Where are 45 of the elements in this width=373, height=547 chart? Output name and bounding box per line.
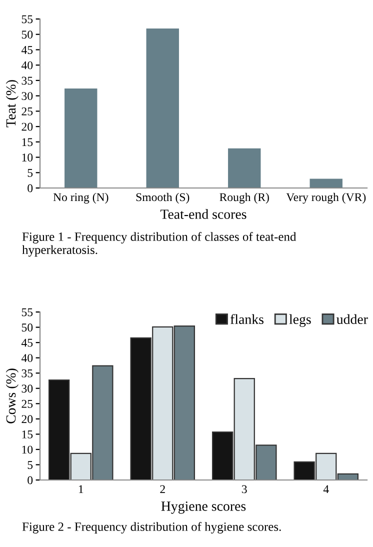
y-tick-label: 45 — [21, 46, 33, 54]
x-tick-label: 2 — [160, 485, 165, 494]
y-tick-label: 50 — [22, 324, 33, 332]
y-tick-label: 30 — [22, 384, 33, 393]
y-axis-title: Teat (%) — [6, 80, 18, 128]
caption: Figure 1 - Frequency distribution of classes of teat-end hyperkeratosis. — [22, 232, 296, 257]
x-tick-label: 4 — [323, 485, 329, 494]
x-axis-title: Teat-end scores — [160, 209, 246, 219]
y-tick-label: 5 — [28, 461, 33, 469]
y-tick-label: 15 — [22, 138, 33, 146]
y-tick-label: 45 — [21, 338, 33, 347]
y-axis-title: Cows (%) — [6, 368, 18, 424]
legend-label: flanks — [230, 314, 264, 324]
y-tick-label: 0 — [28, 184, 33, 192]
bar — [64, 88, 98, 188]
legend-label: legs — [289, 314, 311, 327]
x-tick-label: Rough (R) — [220, 192, 269, 204]
y-tick-label: 40 — [21, 354, 33, 362]
y-tick-label: 25 — [22, 400, 33, 408]
x-tick-label: 3 — [242, 485, 247, 494]
y-tick-label: 25 — [22, 107, 33, 116]
y-tick-label: 10 — [22, 154, 33, 162]
y-tick-label: 55 — [22, 308, 33, 316]
y-tick-label: 30 — [22, 92, 33, 100]
y-tick-label: 55 — [22, 15, 33, 24]
x-tick-label: No ring (N) — [53, 192, 108, 204]
y-tick-label: 50 — [22, 30, 33, 39]
caption: Figure 2 - Frequency distribution of hygiene scores. — [22, 522, 281, 534]
y-tick-label: 40 — [21, 61, 33, 70]
y-tick-label: 20 — [22, 122, 33, 131]
x-tick-label: Very rough (VR) — [286, 192, 366, 204]
x-axis-title: Hygiene scores — [161, 502, 246, 514]
bar — [146, 28, 179, 188]
x-tick-label: Smooth (S) — [136, 192, 190, 204]
y-tick-label: 20 — [22, 415, 33, 424]
y-tick-label: 35 — [22, 76, 33, 85]
legend-label: udder — [336, 314, 368, 324]
y-tick-label: 10 — [22, 446, 33, 454]
x-tick-label: 1 — [78, 485, 84, 494]
bar — [310, 178, 342, 188]
y-tick-label: 5 — [28, 169, 33, 177]
y-tick-label: 35 — [22, 369, 33, 378]
y-tick-label: 0 — [28, 476, 33, 484]
bar — [228, 148, 261, 188]
y-tick-label: 15 — [22, 430, 33, 438]
